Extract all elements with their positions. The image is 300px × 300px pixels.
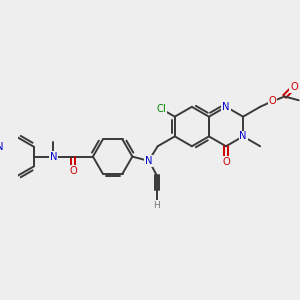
Text: N: N [239,131,247,141]
Text: O: O [268,96,276,106]
Text: O: O [222,157,230,167]
Text: O: O [69,166,77,176]
Text: N: N [50,152,57,162]
Text: O: O [290,82,298,92]
Text: N: N [0,142,3,152]
Text: Cl: Cl [156,104,166,114]
Text: N: N [222,102,230,112]
Text: N: N [145,156,152,166]
Text: H: H [153,201,160,210]
